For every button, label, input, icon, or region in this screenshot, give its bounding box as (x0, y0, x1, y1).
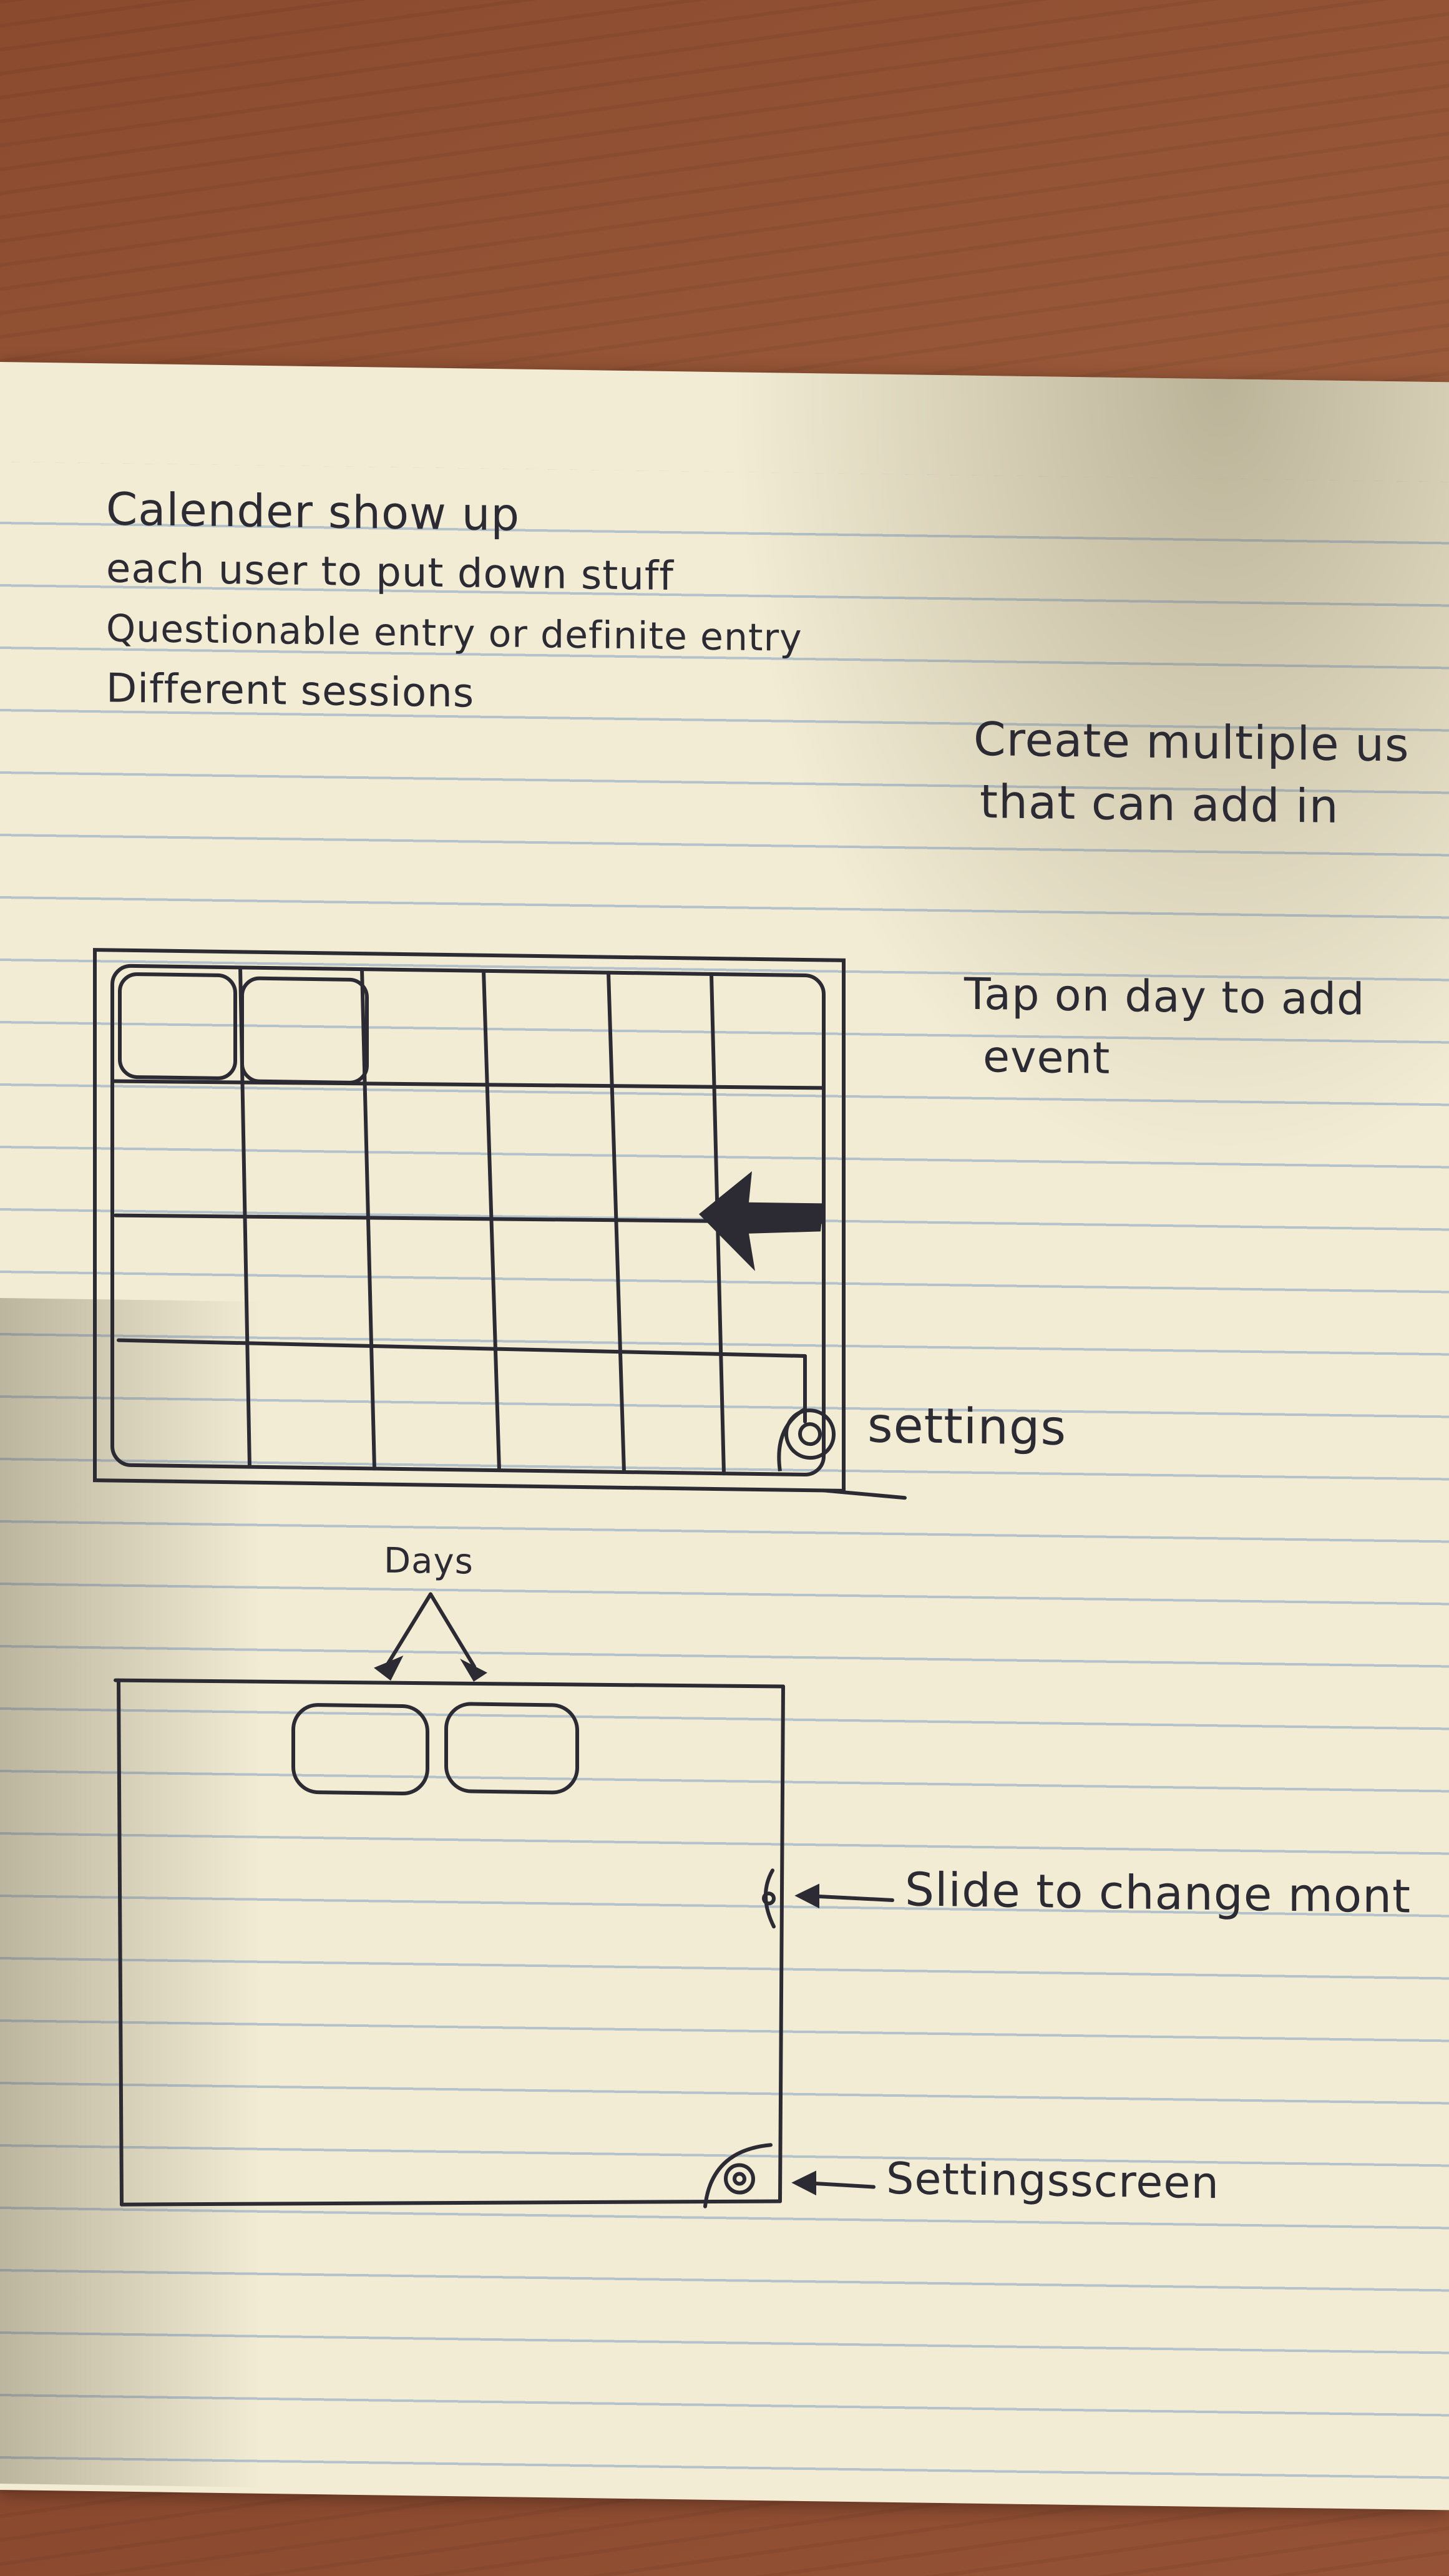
day-box-1 (118, 972, 237, 1080)
month-screen-sketch (114, 1592, 894, 2208)
calendar-inner-frame (110, 964, 826, 1477)
gear-icon (777, 1407, 836, 1471)
calendar-sketch (93, 948, 907, 2208)
notebook-page: Calender show up each user to put down s… (0, 362, 1449, 2510)
days-label: Days (384, 1540, 474, 1583)
day-box-2 (240, 976, 369, 1085)
day-box-b (444, 1702, 579, 1795)
day-box-a (291, 1703, 429, 1796)
settings-label: settings (867, 1397, 1067, 1456)
slide-label: Slide to change mont (905, 1863, 1412, 1924)
slide-arrow-icon (699, 1171, 824, 1271)
calendar-outer-frame (93, 948, 846, 1493)
settings-screen-label: Settingsscreen (886, 2152, 1219, 2209)
